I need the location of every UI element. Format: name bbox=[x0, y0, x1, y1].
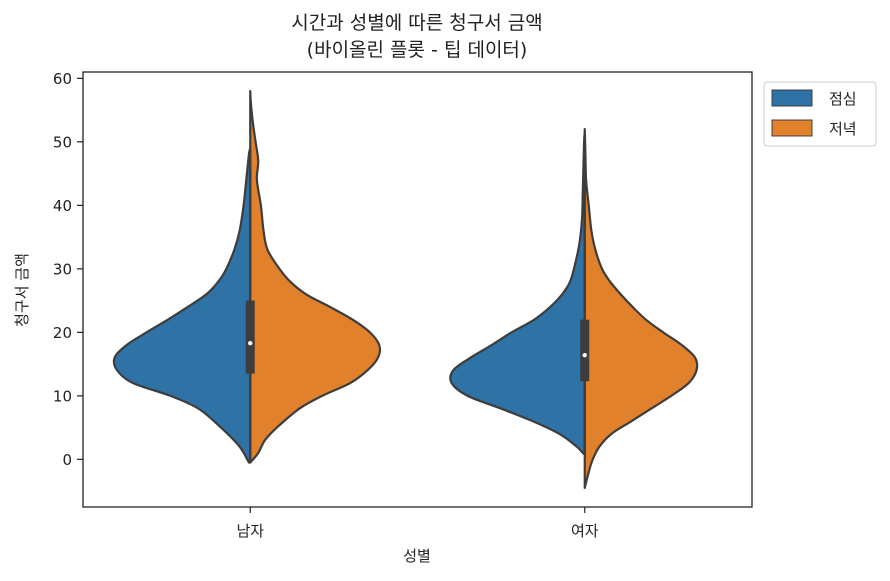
x-tick-label-0: 남자 bbox=[236, 522, 264, 540]
y-axis-label: 청구서 금액 bbox=[13, 253, 31, 327]
legend-swatch-lunch bbox=[771, 89, 813, 107]
chart-title-line1: 시간과 성별에 따른 청구서 금액 bbox=[291, 12, 542, 34]
y-axis: 0 10 20 30 40 50 60 bbox=[53, 70, 83, 469]
violin-dinner-0 bbox=[249, 89, 382, 464]
x-axis-label: 성별 bbox=[403, 547, 431, 565]
box-iqr-1 bbox=[580, 319, 590, 382]
y-tick-label-10: 10 bbox=[53, 387, 72, 405]
box-group bbox=[245, 148, 590, 463]
y-tick-label-30: 30 bbox=[53, 260, 72, 278]
violin-group bbox=[112, 89, 699, 490]
violin-dinner-1 bbox=[583, 128, 699, 490]
box-iqr-0 bbox=[245, 300, 255, 374]
chart-title-line2: (바이올린 플롯 - 팁 데이터) bbox=[307, 39, 528, 61]
legend-label-lunch: 점심 bbox=[829, 90, 857, 108]
y-tick-label-0: 0 bbox=[62, 451, 72, 469]
x-axis: 남자 여자 bbox=[236, 507, 599, 540]
y-tick-label-20: 20 bbox=[53, 324, 72, 342]
legend: 점심 저녁 bbox=[763, 81, 877, 147]
box-median-0 bbox=[248, 340, 253, 346]
legend-label-dinner: 저녁 bbox=[829, 120, 857, 138]
y-tick-label-40: 40 bbox=[53, 197, 72, 215]
plot-frame bbox=[82, 71, 753, 508]
x-tick-label-1: 여자 bbox=[571, 522, 599, 540]
legend-swatch-dinner bbox=[771, 119, 813, 137]
box-median-1 bbox=[582, 353, 587, 358]
y-tick-label-60: 60 bbox=[53, 70, 72, 88]
y-tick-label-50: 50 bbox=[53, 133, 72, 151]
violin-lunch-0 bbox=[112, 147, 252, 464]
violin-lunch-1 bbox=[449, 131, 586, 455]
